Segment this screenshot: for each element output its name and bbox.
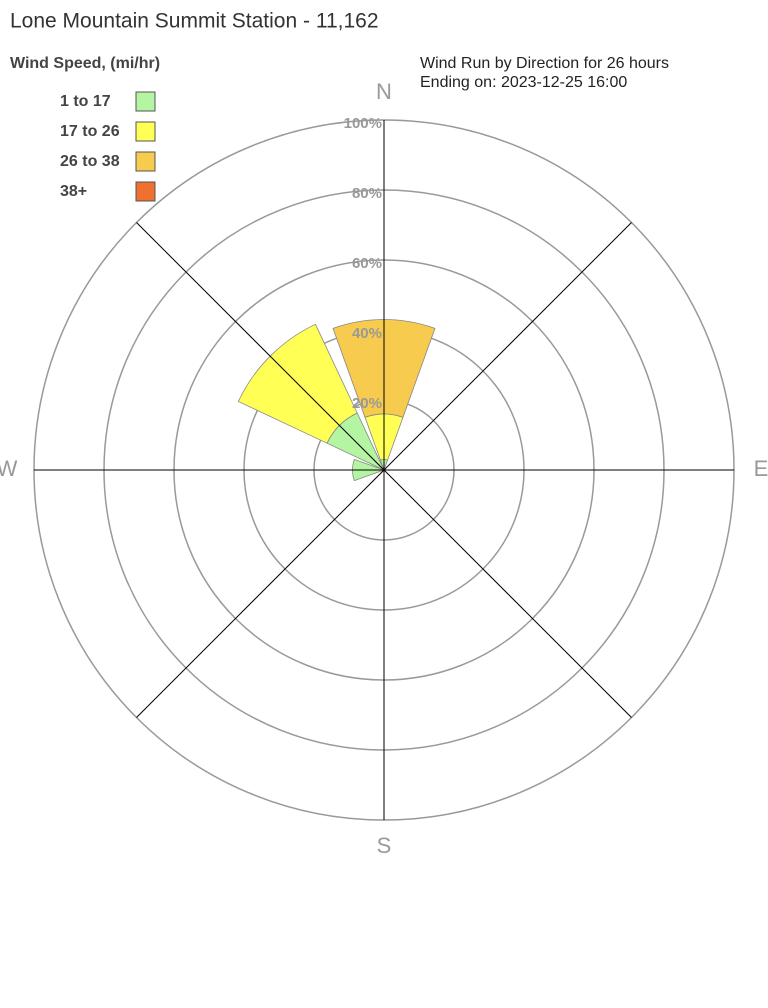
spoke: [136, 222, 385, 471]
legend-label: 26 to 38: [60, 153, 120, 170]
legend-swatch: [135, 121, 156, 142]
legend-label: 17 to 26: [60, 123, 120, 140]
subtitle: Ending on: 2023-12-25 16:00: [420, 74, 627, 91]
chart-title: Lone Mountain Summit Station - 11,162: [10, 10, 379, 33]
direction-label: W: [0, 456, 18, 481]
legend-swatch: [135, 151, 156, 172]
spoke: [383, 469, 632, 718]
legend-swatch: [135, 91, 156, 112]
direction-label: E: [754, 456, 768, 481]
ring-label: 100%: [344, 115, 382, 132]
ring-label: 20%: [352, 395, 382, 412]
legend-title: Wind Speed, (mi/hr): [10, 55, 160, 72]
direction-label: N: [376, 79, 392, 104]
ring-label: 60%: [352, 255, 382, 272]
direction-label: S: [377, 833, 392, 858]
legend-label: 1 to 17: [60, 93, 111, 110]
ring-label: 40%: [352, 325, 382, 342]
spoke: [383, 222, 632, 471]
legend-swatch: [135, 181, 156, 202]
legend-label: 38+: [60, 183, 87, 200]
subtitle: Wind Run by Direction for 26 hours: [420, 55, 669, 72]
spoke: [136, 469, 385, 718]
ring-label: 80%: [352, 185, 382, 202]
